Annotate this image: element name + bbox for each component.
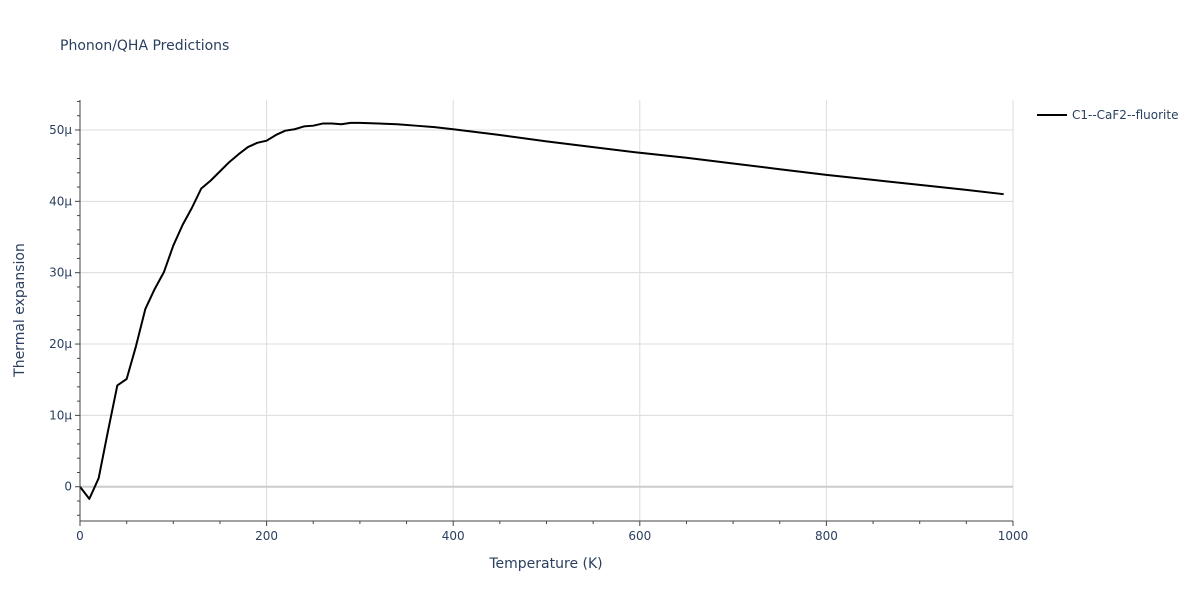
y-tick-label: 40µ xyxy=(49,194,72,208)
y-axis-ticks: 0 10µ 20µ 30µ 40µ 50µ xyxy=(49,100,80,516)
y-tick-label: 10µ xyxy=(49,408,72,422)
x-tick-label: 1000 xyxy=(998,529,1029,543)
x-axis-ticks: 0 200 400 600 800 1000 xyxy=(76,521,1028,543)
x-tick-label: 200 xyxy=(255,529,278,543)
y-tick-label: 20µ xyxy=(49,337,72,351)
x-tick-label: 400 xyxy=(442,529,465,543)
x-tick-label: 0 xyxy=(76,529,84,543)
series-line-c1-caf2-fluorite[interactable] xyxy=(79,121,1004,500)
legend[interactable]: C1--CaF2--fluorite xyxy=(1037,108,1178,122)
y-axis-title: Thermal expansion xyxy=(12,243,28,378)
x-axis-title: Temperature (K) xyxy=(488,556,602,572)
x-tick-label: 800 xyxy=(815,529,838,543)
chart-title: Phonon/QHA Predictions xyxy=(60,38,229,54)
y-tick-label: 30µ xyxy=(49,266,72,280)
y-tick-label: 0 xyxy=(64,480,72,494)
x-tick-label: 600 xyxy=(628,529,651,543)
y-tick-label: 50µ xyxy=(49,123,72,137)
legend-label: C1--CaF2--fluorite xyxy=(1072,108,1178,122)
grid xyxy=(80,100,1014,521)
